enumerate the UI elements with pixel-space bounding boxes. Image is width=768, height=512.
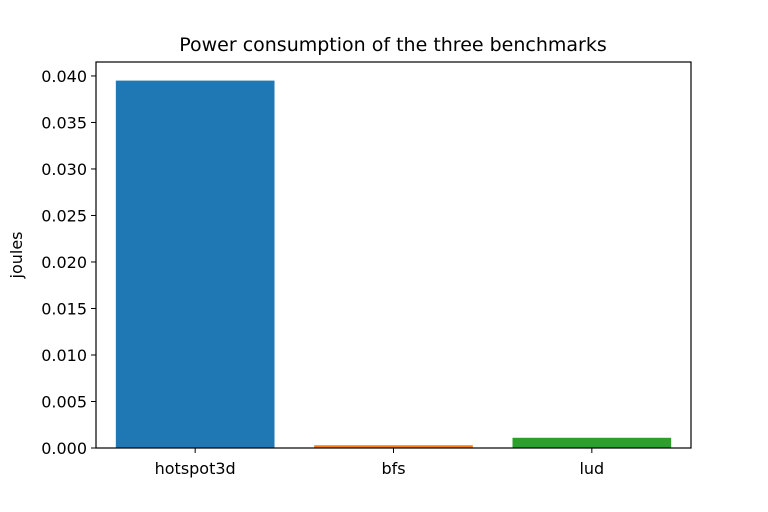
y-tick-label: 0.010	[41, 346, 87, 365]
y-tick-label: 0.040	[41, 67, 87, 86]
bar-bfs	[314, 445, 473, 448]
y-tick-label: 0.020	[41, 253, 87, 272]
y-tick-label: 0.035	[41, 113, 87, 132]
y-tick-label: 0.030	[41, 160, 87, 179]
x-tick-label: bfs	[381, 459, 405, 478]
plot-frame	[95, 61, 692, 449]
y-axis: 0.000 0.005 0.010 0.015 0.020 0.025 0.030 0.035…	[41, 67, 96, 458]
chart-title: Power consumption of the three benchmark…	[179, 34, 607, 56]
y-axis-label: joules	[7, 232, 26, 280]
y-tick-label: 0.025	[41, 206, 87, 225]
bar-hotspot3d	[115, 80, 275, 448]
y-tick-label: 0.000	[41, 439, 87, 458]
y-tick-label: 0.015	[41, 299, 87, 318]
x-axis: hotspot3d bfs lud	[155, 448, 604, 478]
x-tick-label: lud	[579, 459, 604, 478]
bar-lud	[512, 437, 672, 448]
x-tick-label: hotspot3d	[155, 459, 236, 478]
bars-group	[115, 80, 672, 448]
y-tick-label: 0.005	[41, 392, 87, 411]
